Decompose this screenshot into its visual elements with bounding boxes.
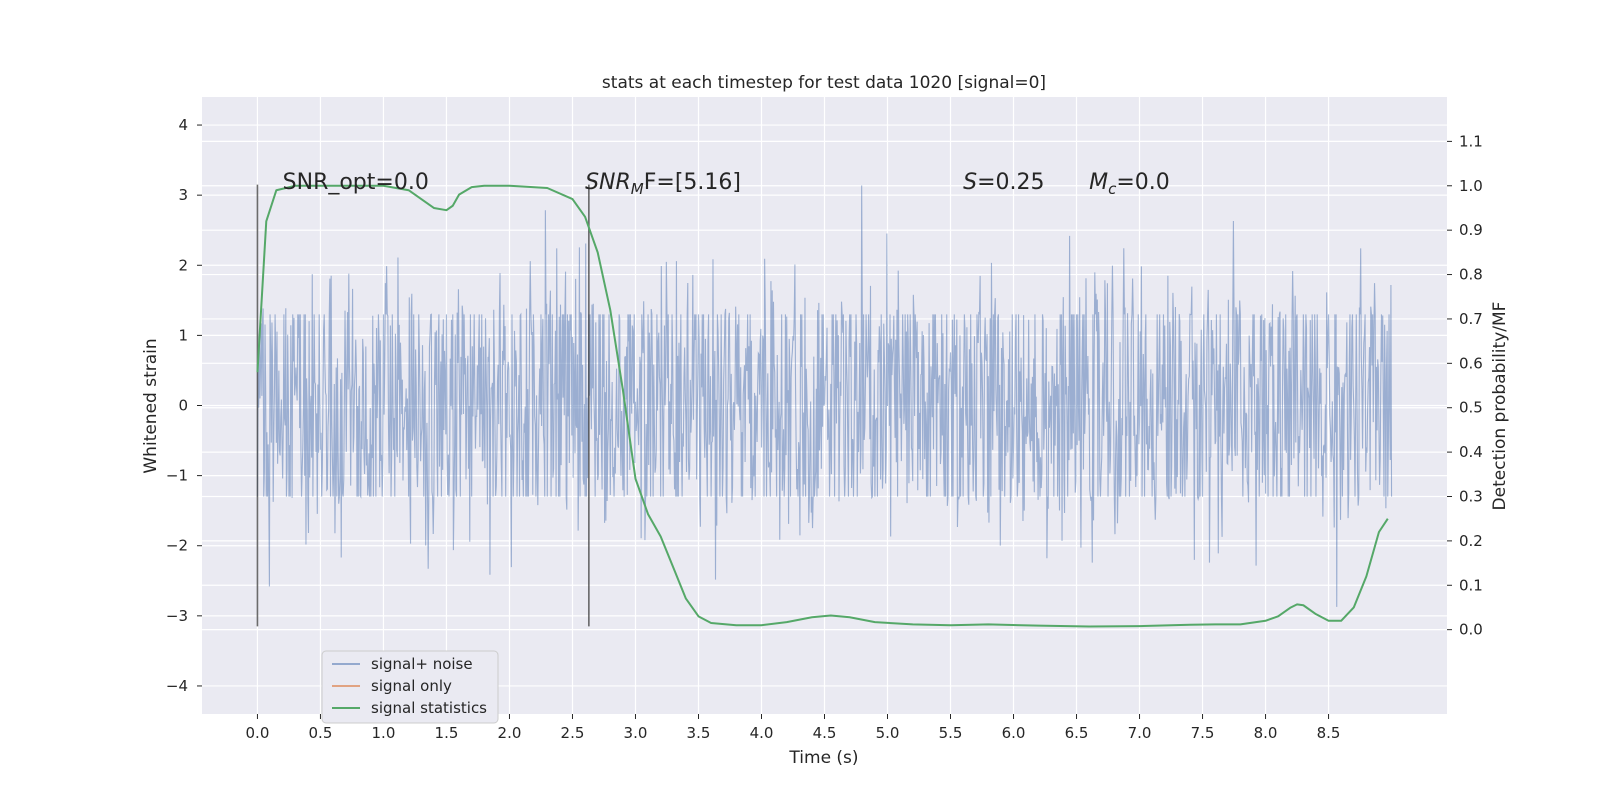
x-tick-label: 4.0 xyxy=(750,724,774,742)
y-tick-label: 4 xyxy=(178,116,188,134)
x-tick-label: 1.0 xyxy=(372,724,396,742)
y2-tick-label: 1.0 xyxy=(1459,177,1483,195)
y2-tick-label: 0.7 xyxy=(1459,310,1483,328)
legend-label-signal-noise: signal+ noise xyxy=(371,655,473,673)
y2-tick-label: 1.1 xyxy=(1459,132,1483,150)
y-tick-label: −2 xyxy=(166,537,188,555)
y2-tick-label: 0.0 xyxy=(1459,621,1483,639)
y-tick-label: −1 xyxy=(166,467,188,485)
x-tick-label: 2.5 xyxy=(561,724,585,742)
x-tick-label: 1.5 xyxy=(435,724,459,742)
series-signal-noise xyxy=(256,185,1393,607)
vertical-lines xyxy=(256,184,590,627)
y2-axis-ticks: 1.1 1.0 0.9 0.8 0.7 0.6 0.5 0.4 0.3 0.2 0.1 0.0 xyxy=(1447,132,1483,639)
chart-title: stats at each timestep for test data 102… xyxy=(602,73,1046,93)
x-tick-label: 7.0 xyxy=(1128,724,1152,742)
y2-tick-label: 0.1 xyxy=(1459,576,1483,594)
y-tick-label: −3 xyxy=(166,607,188,625)
y-tick-label: 0 xyxy=(178,397,188,415)
grid xyxy=(202,97,1447,714)
annotation-label: SNR_opt=0.0 xyxy=(283,170,429,195)
x-axis-ticks: 0.0 0.5 1.0 1.5 2.0 2.5 3.0 3.5 4.0 4.5 5.0 5.5 6.0 6… xyxy=(246,714,1341,742)
annotation-label: S=0.25 xyxy=(963,170,1044,195)
x-tick-label: 6.0 xyxy=(1002,724,1026,742)
x-tick-label: 7.5 xyxy=(1191,724,1215,742)
x-tick-label: 0.5 xyxy=(309,724,333,742)
y-tick-label: 3 xyxy=(178,186,188,204)
annotation-label: Mc=0.0 xyxy=(1089,170,1170,198)
y2-tick-label: 0.8 xyxy=(1459,266,1483,284)
y2-tick-label: 0.3 xyxy=(1459,487,1483,505)
statistics-line xyxy=(256,184,1389,628)
y2-axis-label: Detection probability/MF xyxy=(1490,302,1510,511)
y2-tick-label: 0.5 xyxy=(1459,399,1483,417)
y2-tick-label: 0.4 xyxy=(1459,443,1483,461)
x-axis-label: Time (s) xyxy=(788,748,858,768)
legend: signal+ noise signal only signal statist… xyxy=(321,650,499,724)
annotation-label: SNRMF=[5.16] xyxy=(585,170,741,198)
series-signal-statistics xyxy=(256,184,1389,628)
x-tick-label: 5.0 xyxy=(876,724,900,742)
y-tick-label: 2 xyxy=(178,256,188,274)
legend-label-signal-only: signal only xyxy=(371,677,452,695)
legend-label-signal-statistics: signal statistics xyxy=(371,699,487,717)
y2-tick-label: 0.6 xyxy=(1459,354,1483,372)
y-axis-label: Whitened strain xyxy=(141,338,161,473)
x-tick-label: 8.5 xyxy=(1317,724,1341,742)
x-tick-label: 2.0 xyxy=(498,724,522,742)
legend-box xyxy=(321,650,499,724)
y2-tick-label: 0.2 xyxy=(1459,532,1483,550)
y-tick-label: 1 xyxy=(178,326,188,344)
x-tick-label: 0.0 xyxy=(246,724,270,742)
x-tick-label: 3.5 xyxy=(687,724,711,742)
y2-tick-label: 0.9 xyxy=(1459,221,1483,239)
x-tick-label: 4.5 xyxy=(813,724,837,742)
noise-trace xyxy=(256,185,1393,607)
x-tick-label: 6.5 xyxy=(1065,724,1089,742)
annotations: SNR_opt=0.0 SNRMF=[5.16] S=0.25 Mc=0.0 xyxy=(283,170,1170,198)
y-axis-ticks: 4 3 2 1 0 −1 −2 −3 −4 xyxy=(166,116,202,695)
x-tick-label: 5.5 xyxy=(939,724,963,742)
y-tick-label: −4 xyxy=(166,677,188,695)
x-tick-label: 8.0 xyxy=(1254,724,1278,742)
x-tick-label: 3.0 xyxy=(624,724,648,742)
